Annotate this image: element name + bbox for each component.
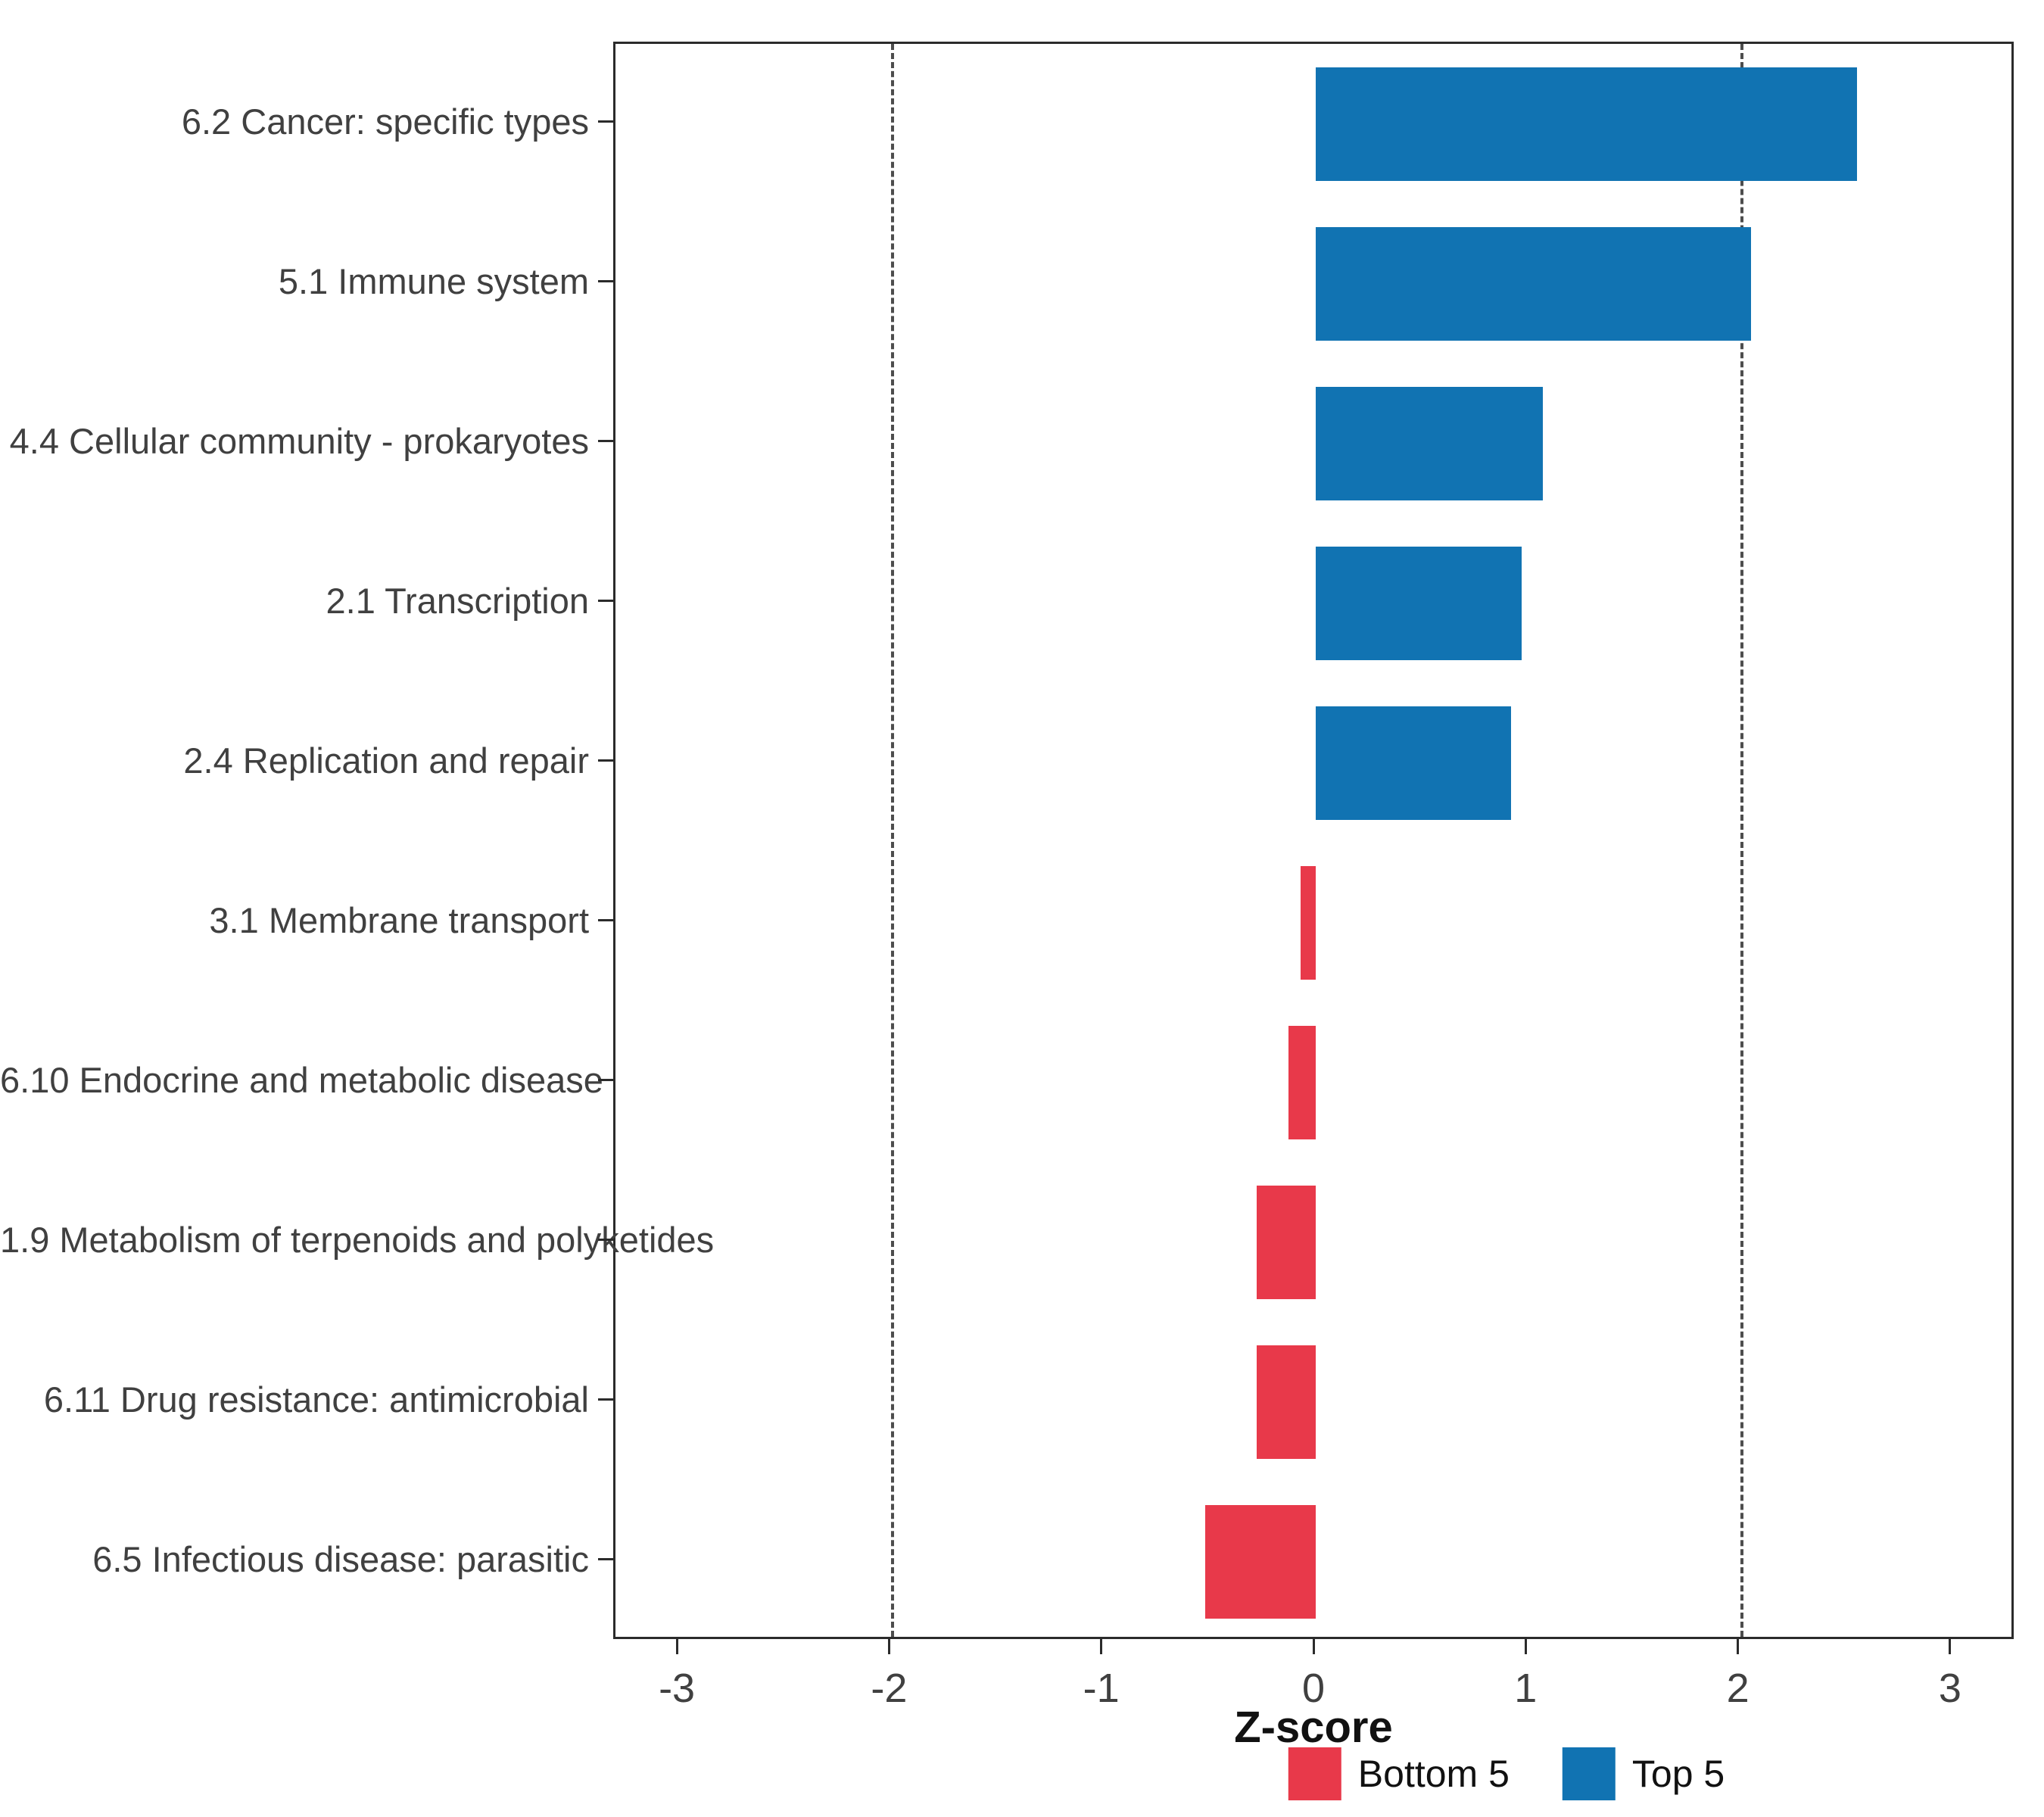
y-axis-label-1-9-metabolism-of-terpenoids-and-polyketides: 1.9 Metabolism of terpenoids and polyket… bbox=[0, 1219, 715, 1260]
bar-6-11-drug-resistance-antimicrobial bbox=[1256, 1345, 1316, 1459]
x-tick-label--2: -2 bbox=[871, 1666, 908, 1711]
bar-4-4-cellular-community-prokaryotes bbox=[1316, 386, 1543, 500]
y-axis-label-4-4-cellular-community-prokaryotes: 4.4 Cellular community - prokaryotes bbox=[9, 420, 589, 461]
y-axis-label-2-1-transcription: 2.1 Transcription bbox=[326, 580, 589, 621]
y-axis-label-6-11-drug-resistance-antimicrobial: 6.11 Drug resistance: antimicrobial bbox=[43, 1379, 589, 1420]
x-axis-tick bbox=[1524, 1639, 1527, 1654]
x-tick-label-2: 2 bbox=[1726, 1666, 1750, 1711]
x-axis-tick bbox=[675, 1639, 678, 1654]
legend-label-top-5: Top 5 bbox=[1631, 1753, 1725, 1795]
x-tick-label--3: -3 bbox=[659, 1666, 696, 1711]
legend-swatch-top-5 bbox=[1562, 1747, 1616, 1800]
legend-swatch-bottom-5 bbox=[1288, 1747, 1341, 1800]
legend-label-bottom-5: Bottom 5 bbox=[1357, 1753, 1510, 1795]
bar-5-1-immune-system bbox=[1316, 226, 1751, 341]
y-axis-tick bbox=[598, 1398, 613, 1401]
x-tick-label-3: 3 bbox=[1938, 1666, 1961, 1711]
bar-6-5-infectious-disease-parasitic bbox=[1205, 1504, 1316, 1619]
y-axis-label-6-2-cancer-specific-types: 6.2 Cancer: specific types bbox=[181, 101, 589, 142]
y-axis-tick bbox=[598, 1558, 613, 1560]
y-axis-tick bbox=[598, 280, 613, 282]
bar-3-1-membrane-transport bbox=[1301, 865, 1316, 980]
y-axis-tick bbox=[598, 600, 613, 602]
y-axis-tick bbox=[598, 1079, 613, 1081]
x-axis-tick bbox=[1737, 1639, 1740, 1654]
y-axis-label-6-10-endocrine-and-metabolic-disease: 6.10 Endocrine and metabolic disease bbox=[0, 1059, 603, 1100]
x-tick-label-0: 0 bbox=[1301, 1666, 1326, 1711]
bar-2-1-transcription bbox=[1316, 546, 1522, 660]
y-axis-tick bbox=[598, 1239, 613, 1241]
bar-6-10-endocrine-and-metabolic-disease bbox=[1288, 1025, 1316, 1139]
x-tick-label-1: 1 bbox=[1514, 1666, 1538, 1711]
y-axis-label-3-1-membrane-transport: 3.1 Membrane transport bbox=[209, 899, 589, 940]
y-axis-label-6-5-infectious-disease-parasitic: 6.5 Infectious disease: parasitic bbox=[92, 1538, 589, 1579]
x-axis-tick bbox=[1100, 1639, 1103, 1654]
y-axis-tick bbox=[598, 759, 613, 762]
legend-item-bottom-5: Bottom 5 bbox=[1288, 1747, 1510, 1800]
x-axis-title: Z-score bbox=[1234, 1703, 1393, 1752]
reference-line-2 bbox=[1740, 44, 1743, 1637]
y-axis-label-5-1-immune-system: 5.1 Immune system bbox=[278, 260, 589, 301]
x-axis-tick bbox=[887, 1639, 890, 1654]
bar-6-2-cancer-specific-types bbox=[1316, 67, 1857, 181]
y-axis-tick bbox=[598, 120, 613, 123]
legend: Bottom 5 Top 5 bbox=[1288, 1747, 1725, 1800]
reference-line--2 bbox=[891, 44, 895, 1637]
x-axis-tick bbox=[1949, 1639, 1952, 1654]
y-axis-label-2-4-replication-and-repair: 2.4 Replication and repair bbox=[183, 740, 589, 781]
y-axis-tick bbox=[598, 919, 613, 921]
bar-1-9-metabolism-of-terpenoids-and-polyketides bbox=[1256, 1185, 1316, 1299]
y-axis-tick bbox=[598, 440, 613, 442]
x-tick-label--1: -1 bbox=[1083, 1666, 1120, 1711]
plot-panel bbox=[613, 42, 2014, 1639]
x-axis-tick bbox=[1312, 1639, 1315, 1654]
bar-2-4-replication-and-repair bbox=[1316, 706, 1511, 820]
legend-item-top-5: Top 5 bbox=[1562, 1747, 1725, 1800]
